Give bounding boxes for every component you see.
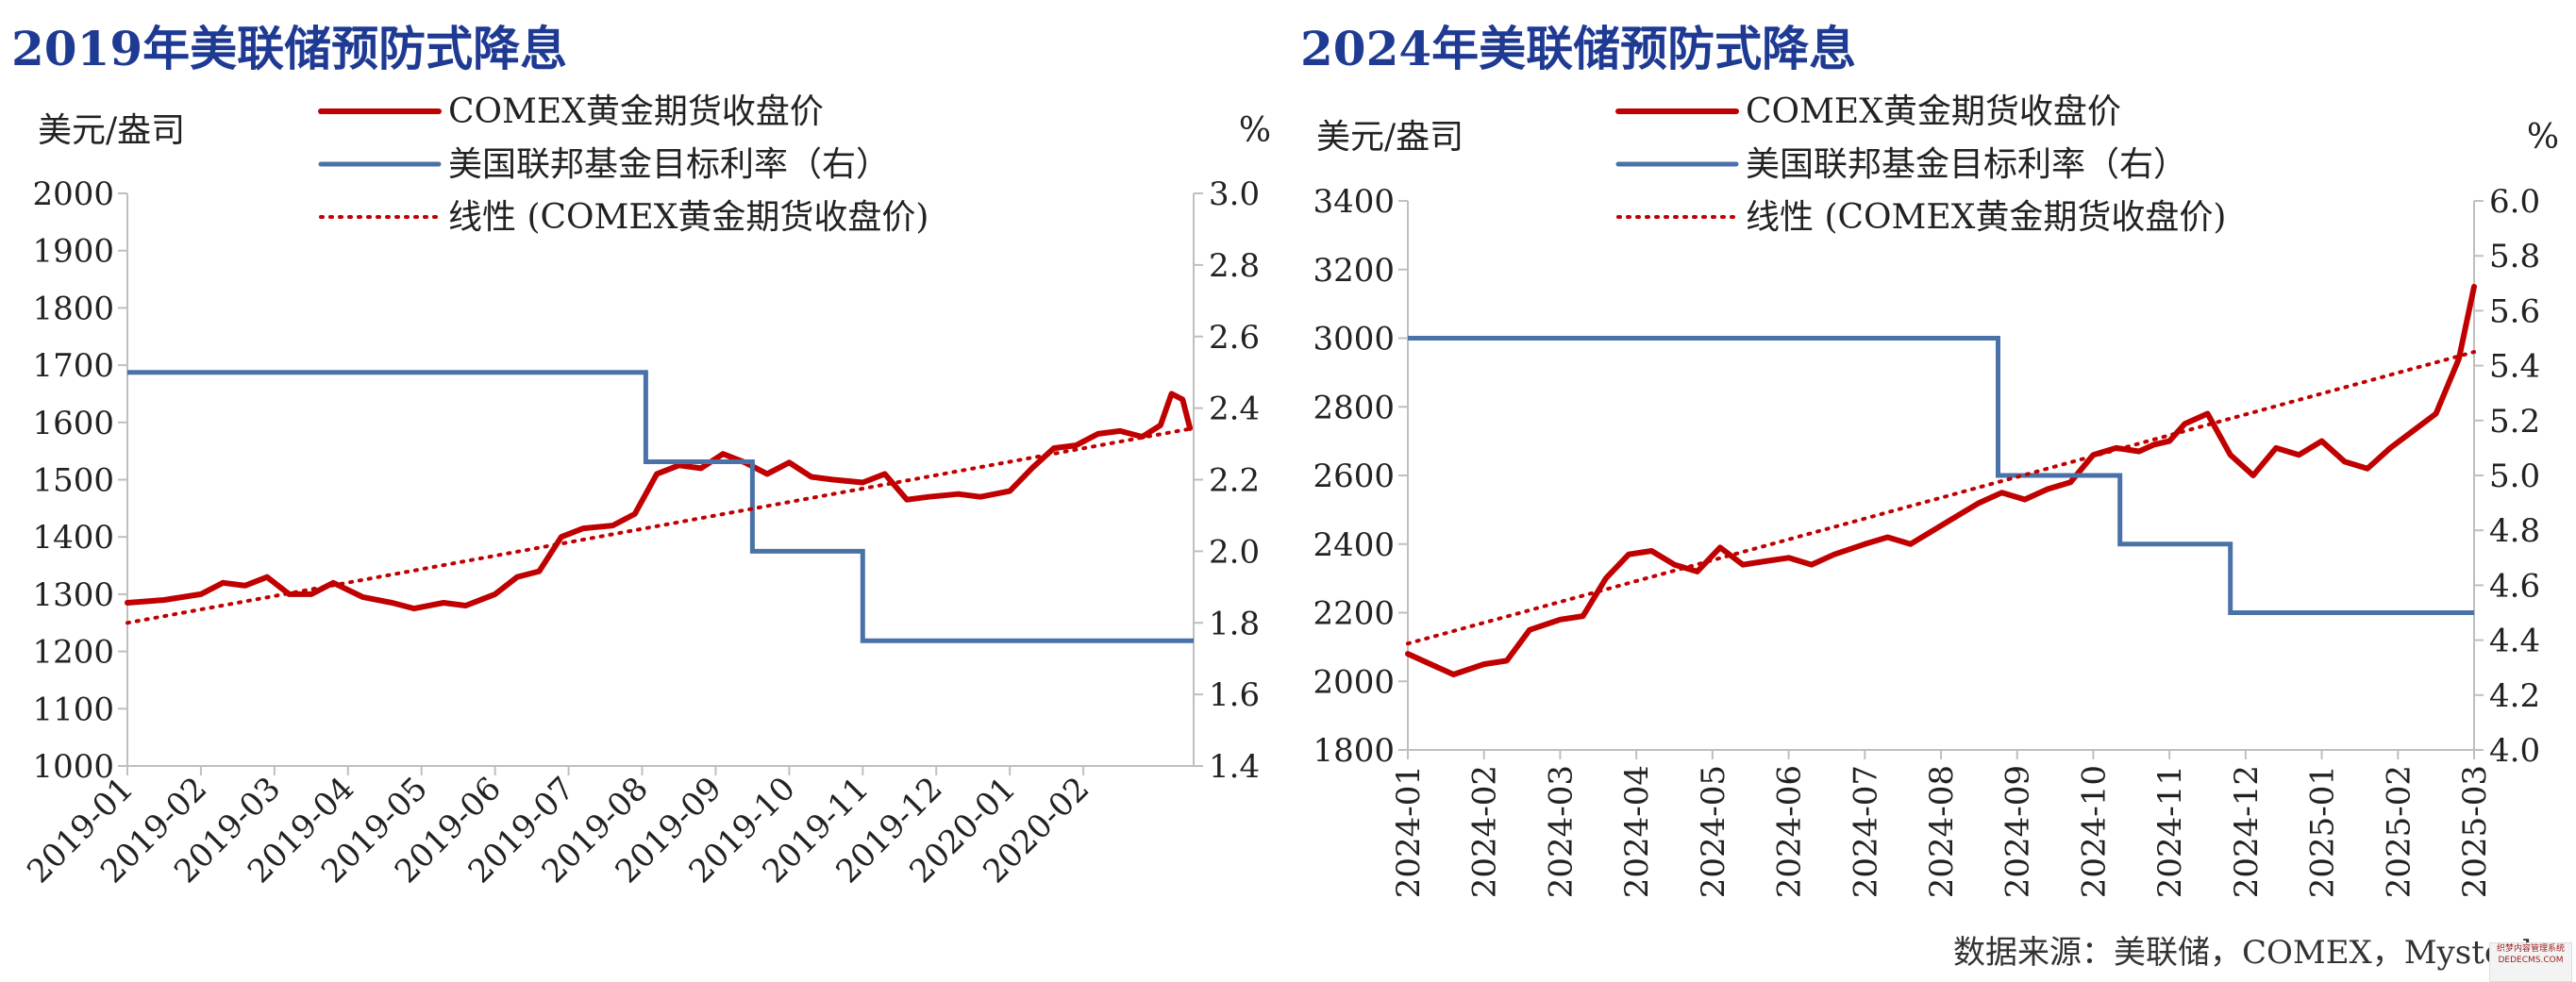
y-right-tick-label: 5.4 <box>2489 348 2540 386</box>
y-right-tick-label: 4.4 <box>2489 623 2540 660</box>
y-right-tick-label: 2.6 <box>1209 319 1260 357</box>
y-right-tick-label: 5.2 <box>2489 403 2540 441</box>
gold-price-line <box>125 391 1194 612</box>
gold-trend-line <box>1406 350 2476 646</box>
y-left-tick-label: 1000 <box>32 748 114 786</box>
legend-label: COMEX黄金期货收盘价 <box>1746 92 2121 131</box>
y-right-tick-label: 4.6 <box>2489 567 2540 605</box>
y-right-tick-label: 5.8 <box>2489 238 2540 275</box>
y-left-unit-label: 美元/盎司 <box>1316 118 1464 157</box>
x-tick-label: 2025-01 <box>2304 765 2342 898</box>
y-right-tick-label: 1.8 <box>1209 605 1260 642</box>
y-right-tick-label: 4.0 <box>2489 732 2540 770</box>
y-left-tick-label: 1500 <box>32 462 114 500</box>
watermark-line-1: 织梦内容管理系统 <box>2496 944 2565 954</box>
watermark-logo: 织梦内容管理系统 DEDECMS.COM <box>2489 942 2572 982</box>
y-left-tick-label: 2000 <box>32 175 114 213</box>
y-left-tick-label: 1700 <box>32 347 114 385</box>
x-tick-label: 2024-06 <box>1771 765 1809 898</box>
legend-label: 线性 (COMEX黄金期货收盘价) <box>448 198 928 237</box>
y-right-tick-label: 2.0 <box>1209 533 1260 571</box>
y-right-tick-label: 1.4 <box>1209 748 1260 786</box>
x-tick-label: 2024-07 <box>1847 765 1884 898</box>
x-tick-label: 2024-02 <box>1466 765 1504 898</box>
y-left-tick-label: 1300 <box>32 576 114 614</box>
fed-rate-step-line <box>1408 336 2474 615</box>
data-source-note: 数据来源：美联储，COMEX，Mysteel <box>1953 934 2533 972</box>
y-right-tick-label: 2.4 <box>1209 391 1260 428</box>
legend-label: COMEX黄金期货收盘价 <box>448 92 824 131</box>
y-right-unit-label: % <box>1239 111 1271 150</box>
legend-label: 美国联邦基金目标利率（右） <box>448 145 890 184</box>
y-right-tick-label: 2.8 <box>1209 247 1260 285</box>
y-left-tick-label: 1100 <box>32 691 114 728</box>
y-left-tick-label: 1600 <box>32 405 114 442</box>
x-tick-label: 2024-11 <box>2151 765 2189 898</box>
y-right-tick-label: 3.0 <box>1209 175 1260 213</box>
chart-1 <box>1398 108 2484 759</box>
y-left-unit-label: 美元/盎司 <box>38 111 185 150</box>
x-tick-label: 2024-12 <box>2228 765 2266 898</box>
y-left-tick-label: 1800 <box>32 290 114 327</box>
y-right-unit-label: % <box>2527 118 2559 157</box>
chart-title-2024: 2024年美联储预防式降息 <box>1300 21 1857 76</box>
watermark-line-2: DEDECMS.COM <box>2498 956 2564 965</box>
y-right-tick-label: 2.2 <box>1209 462 1260 500</box>
gold-trend-line <box>125 425 1196 625</box>
y-left-tick-label: 1200 <box>32 634 114 672</box>
x-tick-label: 2025-02 <box>2380 765 2417 898</box>
y-left-tick-label: 3200 <box>1313 252 1395 290</box>
y-left-tick-label: 2800 <box>1313 389 1395 426</box>
y-left-tick-label: 2400 <box>1313 526 1395 564</box>
y-right-tick-label: 5.6 <box>2489 292 2540 330</box>
x-tick-label: 2024-05 <box>1695 765 1732 898</box>
x-tick-label: 2024-04 <box>1618 765 1656 898</box>
y-left-tick-label: 2600 <box>1313 458 1395 495</box>
y-left-tick-label: 1900 <box>32 233 114 271</box>
x-tick-label: 2024-03 <box>1542 765 1580 898</box>
x-tick-label: 2024-10 <box>2075 765 2113 898</box>
x-tick-label: 2024-08 <box>1923 765 1961 898</box>
y-left-tick-label: 3400 <box>1313 183 1395 221</box>
y-right-tick-label: 4.2 <box>2489 677 2540 715</box>
legend-label: 美国联邦基金目标利率（右） <box>1746 145 2187 184</box>
y-left-tick-label: 2200 <box>1313 595 1395 633</box>
y-right-tick-label: 5.0 <box>2489 458 2540 495</box>
y-left-tick-label: 1800 <box>1313 732 1395 770</box>
y-right-tick-label: 6.0 <box>2489 183 2540 221</box>
y-right-tick-label: 1.6 <box>1209 676 1260 714</box>
y-left-tick-label: 1400 <box>32 519 114 557</box>
x-tick-label: 2025-03 <box>2456 765 2494 898</box>
y-right-tick-label: 4.8 <box>2489 512 2540 550</box>
chart-title-2019: 2019年美联储预防式降息 <box>11 21 568 76</box>
y-left-tick-label: 3000 <box>1313 321 1395 358</box>
chart-0 <box>118 108 1203 775</box>
x-tick-label: 2024-01 <box>1390 765 1428 898</box>
y-left-tick-label: 2000 <box>1313 663 1395 701</box>
x-tick-label: 2024-09 <box>1999 765 2037 898</box>
fed-rate-step-line <box>127 370 1194 643</box>
gold-price-line <box>1405 283 2477 677</box>
legend-label: 线性 (COMEX黄金期货收盘价) <box>1746 198 2226 237</box>
